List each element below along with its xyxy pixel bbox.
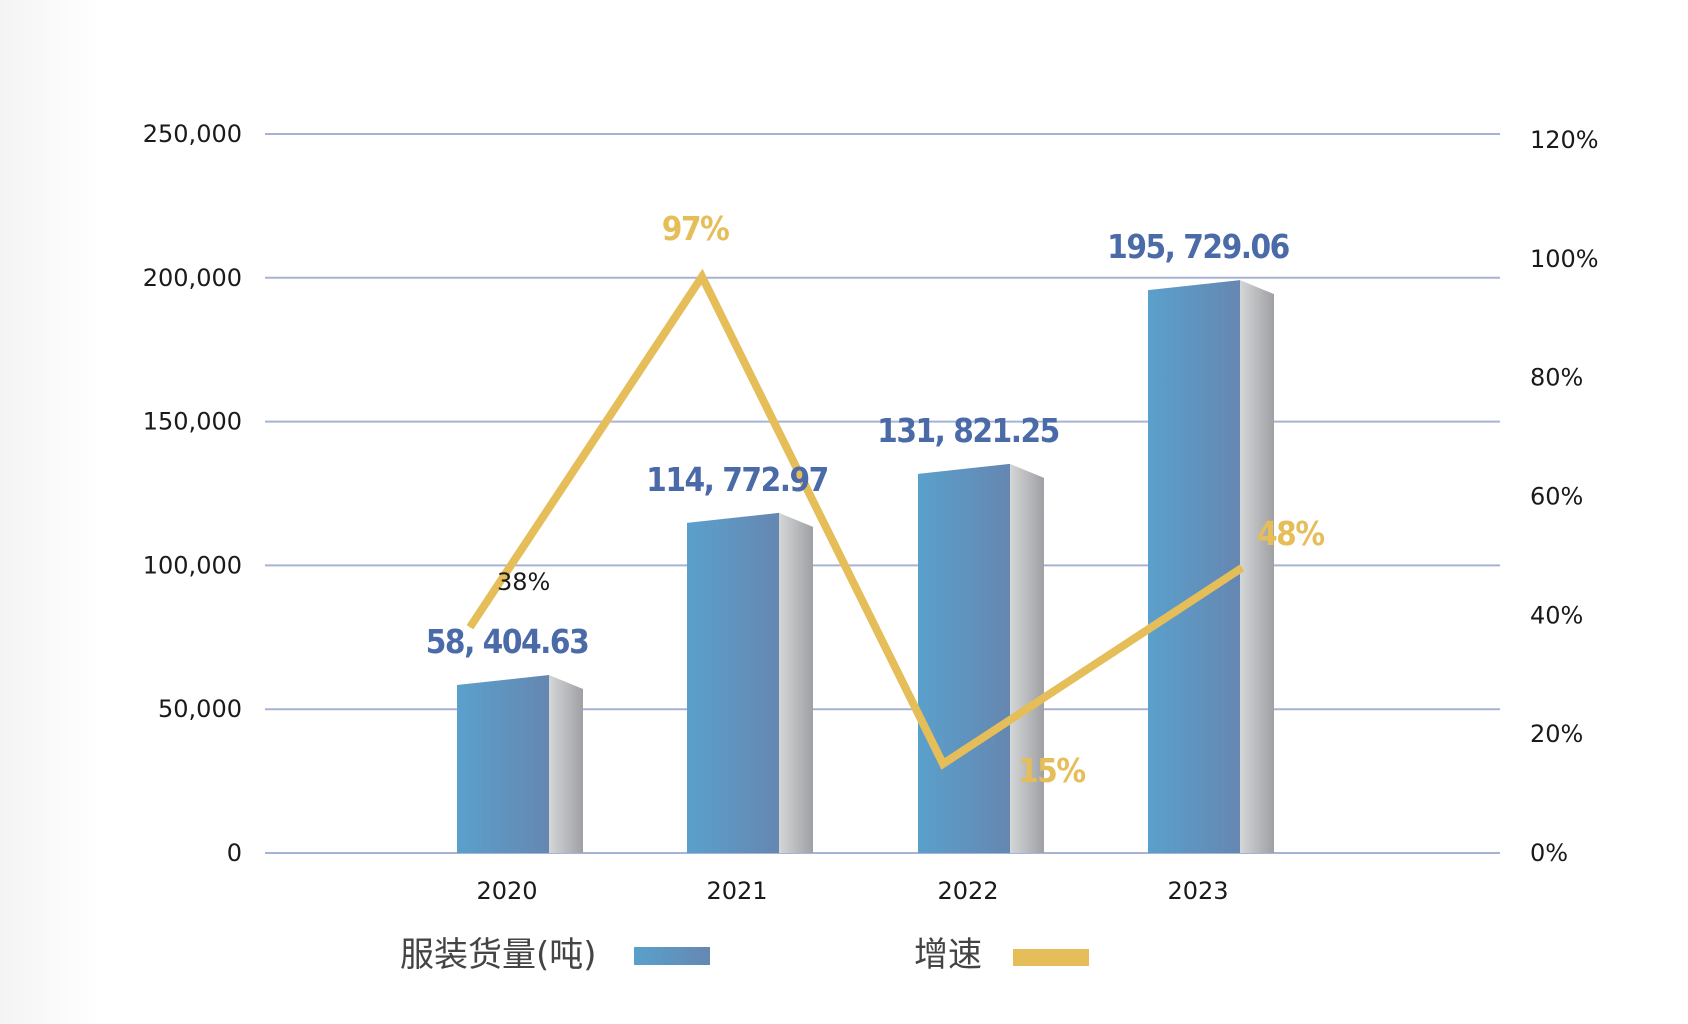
rate-value-label: 48% [1257,514,1324,553]
bar-side [549,675,583,853]
left-y-tick-label: 100,000 [143,551,242,579]
bar-series [457,280,1274,853]
bar-2020 [457,675,583,853]
gridlines [265,133,1500,854]
rate-line [466,268,1245,770]
left-y-tick-label: 250,000 [143,120,242,148]
bar-front [687,512,779,853]
data-labels: 58, 404.63 114, 772.97 131, 821.25 195, 729… [426,209,1326,790]
bar-side [779,512,813,853]
right-y-tick-label: 100% [1530,245,1599,273]
x-tick-label: 2021 [706,877,767,905]
bar-side [1010,463,1044,853]
right-y-tick-label: 0% [1530,839,1568,867]
x-tick-label: 2023 [1167,877,1228,905]
rate-value-label: 38% [497,568,550,596]
left-y-tick-label: 0 [227,839,242,867]
right-y-axis: 120% 100% 80% 60% 40% 20% 0% [1530,126,1599,867]
left-y-tick-label: 50,000 [158,695,242,723]
rate-value-label: 15% [1018,751,1085,790]
right-y-tick-label: 120% [1530,126,1599,154]
rate-value-label: 97% [662,209,729,248]
left-y-tick-label: 150,000 [143,408,242,436]
bar-front [918,463,1010,853]
right-y-tick-label: 80% [1530,364,1583,392]
right-y-tick-label: 20% [1530,720,1583,748]
rate-point-2020 [469,626,471,628]
legend-label-rate: 增速 [914,935,982,975]
rate-point-2023 [1241,567,1243,569]
bar-front [1148,280,1240,853]
x-tick-label: 2022 [937,877,998,905]
rate-point-2021 [701,276,703,278]
x-tick-label: 2020 [476,877,537,905]
bar-value-label: 58, 404.63 [426,622,589,661]
rate-point-2022 [942,763,944,765]
x-axis: 2020 2021 2022 2023 [476,877,1228,905]
legend-swatch-bars [634,947,710,965]
left-y-axis: 250,000 200,000 150,000 100,000 50,000 0 [143,120,242,867]
left-y-tick-label: 200,000 [143,264,242,292]
bar-2021 [687,512,813,853]
bar-2023 [1148,280,1274,853]
bar-front [457,675,549,853]
legend-swatch-rate [1013,949,1089,966]
bar-value-label: 195, 729.06 [1107,227,1289,266]
bar-value-label: 131, 821.25 [877,411,1059,450]
legend-label-bars: 服装货量(吨) [400,935,597,975]
right-y-tick-label: 60% [1530,483,1583,511]
right-y-tick-label: 40% [1530,601,1583,629]
bar-value-label: 114, 772.97 [646,460,828,499]
bar-side [1240,280,1274,853]
bar-2022 [918,463,1044,853]
rate-line-series [466,268,1245,770]
legend: 服装货量(吨) 增速 [400,935,1089,975]
